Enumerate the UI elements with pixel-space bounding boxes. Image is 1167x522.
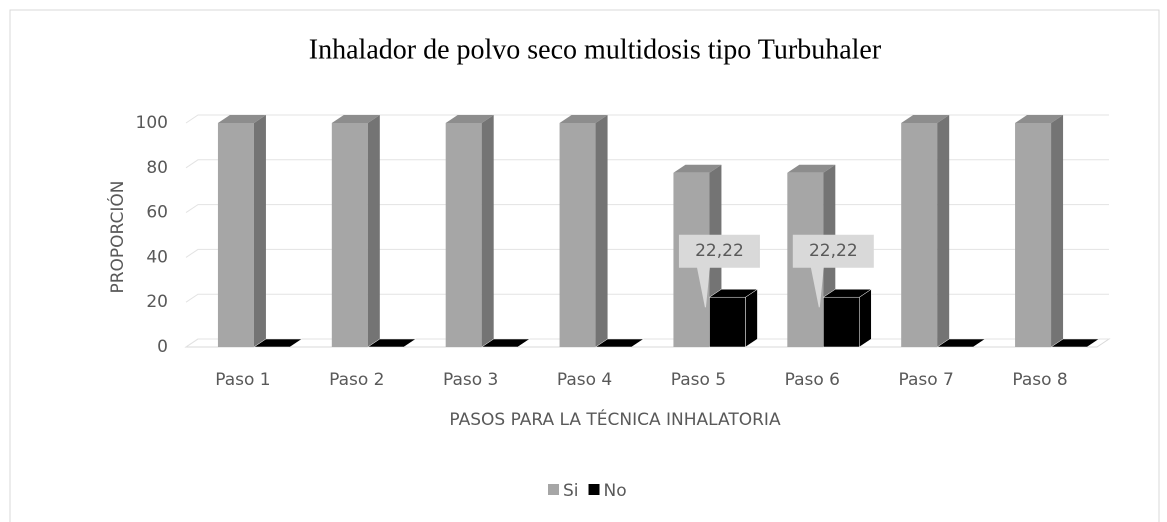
- bar-side: [1051, 115, 1064, 347]
- y-tick-label: 0: [157, 337, 168, 357]
- x-tick-label: Paso 1: [215, 370, 270, 390]
- legend-label: Si: [563, 481, 579, 501]
- x-tick-label: Paso 5: [671, 370, 726, 390]
- grid-line: [185, 114, 1109, 124]
- y-tick-label: 60: [146, 203, 168, 223]
- bar-side: [859, 288, 872, 348]
- bar-top: [1015, 115, 1064, 123]
- callout: [792, 234, 874, 308]
- bar: [708, 288, 759, 348]
- bar: [822, 288, 873, 348]
- bar-side: [937, 115, 950, 347]
- bar-top: [366, 338, 417, 348]
- bar-top: [673, 164, 722, 173]
- bar-side: [253, 115, 266, 347]
- data-label: 22,22: [809, 241, 858, 261]
- bar-top: [822, 288, 873, 298]
- bar-side: [595, 115, 608, 347]
- bar-side: [481, 115, 494, 347]
- bar-top: [480, 338, 531, 348]
- x-tick-label: Paso 4: [557, 370, 612, 390]
- legend-swatch: [588, 484, 600, 495]
- y-axis-title: PROPORCIÓN: [106, 180, 128, 293]
- legend-swatch: [548, 484, 559, 495]
- x-axis-title: PASOS PARA LA TÉCNICA INHALATORIA: [449, 408, 781, 430]
- bar-side: [745, 288, 758, 348]
- y-tick-label: 100: [136, 113, 168, 133]
- bar-side: [367, 115, 380, 347]
- data-label: 22,22: [695, 241, 744, 261]
- bar-top: [936, 338, 987, 348]
- bar-top: [253, 338, 303, 348]
- grid-line: [185, 159, 1109, 169]
- bar-top: [708, 288, 759, 298]
- bar-front: [217, 123, 254, 347]
- y-tick-label: 40: [146, 247, 168, 267]
- bar-top: [787, 164, 836, 173]
- chart-title: Inhalador de polvo seco multidosis tipo …: [309, 34, 882, 65]
- bar-top: [217, 115, 266, 123]
- bar-top: [331, 115, 380, 123]
- bar-front: [331, 123, 368, 347]
- x-tick-label: Paso 8: [1012, 370, 1067, 390]
- x-tick-label: Paso 2: [329, 370, 384, 390]
- bar-top: [1050, 338, 1100, 348]
- bar: [594, 338, 645, 348]
- bar-top: [445, 115, 494, 123]
- bar-top: [559, 115, 608, 123]
- bar: [1050, 338, 1100, 348]
- bar: [331, 115, 380, 347]
- bar: [936, 338, 987, 348]
- bar-top: [901, 115, 950, 123]
- bar: [366, 338, 417, 348]
- x-tick-label: Paso 7: [898, 370, 953, 390]
- bar-top: [594, 338, 645, 348]
- bar-front: [1015, 123, 1052, 347]
- bar: [1015, 115, 1064, 347]
- bar: [480, 338, 531, 348]
- bar-front: [559, 123, 596, 347]
- bar-front: [445, 123, 482, 347]
- legend-label: No: [604, 481, 627, 501]
- bar: [445, 115, 494, 347]
- y-tick-label: 20: [146, 292, 168, 312]
- bar: [559, 115, 608, 347]
- bar: [253, 338, 303, 348]
- y-tick-label: 80: [146, 158, 168, 178]
- callout: [678, 234, 760, 308]
- bar-front: [901, 123, 938, 347]
- x-tick-label: Paso 6: [785, 370, 840, 390]
- x-tick-label: Paso 3: [443, 370, 498, 390]
- bar-front: [823, 296, 860, 348]
- bar-front: [709, 296, 746, 348]
- bar: [901, 115, 950, 347]
- bar: [217, 115, 266, 347]
